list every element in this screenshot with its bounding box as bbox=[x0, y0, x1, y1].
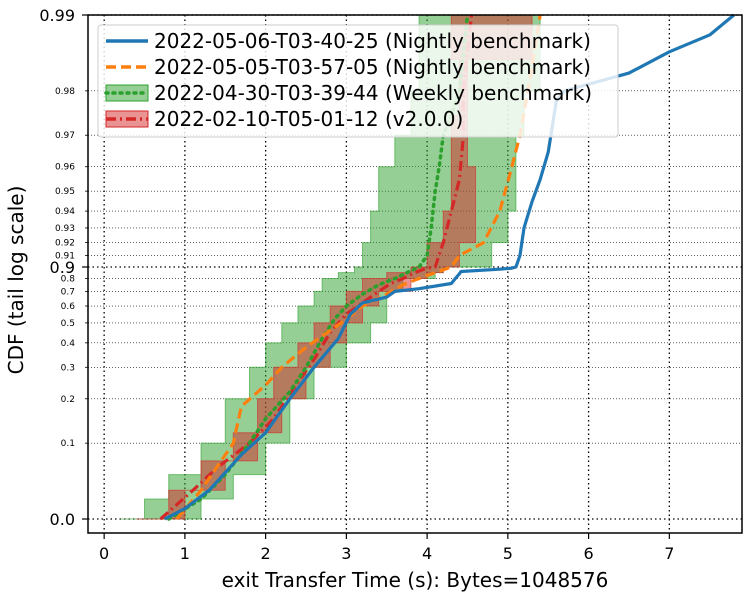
y-minor-tick-label: 0.5 bbox=[61, 319, 75, 329]
y-minor-tick-label: 0.92 bbox=[55, 239, 75, 249]
series-line-dotted bbox=[166, 13, 470, 521]
y-minor-tick-label: 0.95 bbox=[55, 187, 75, 197]
y-tick-label: 0.0 bbox=[50, 510, 75, 529]
y-minor-tick-label: 0.7 bbox=[61, 287, 75, 297]
y-minor-tick-label: 0.3 bbox=[61, 363, 75, 373]
legend-label: 2022-05-05-T03-57-05 (Nightly benchmark) bbox=[154, 55, 591, 79]
legend-box bbox=[97, 24, 619, 138]
series-line-dashed bbox=[175, 14, 542, 521]
y-axis-label: CDF (tail log scale) bbox=[4, 186, 28, 375]
y-minor-tick-label: 0.4 bbox=[61, 339, 76, 349]
y-minor-tick-label: 0.98 bbox=[55, 87, 75, 97]
y-minor-tick-label: 0.94 bbox=[55, 207, 75, 217]
y-minor-tick-label: 0.93 bbox=[55, 224, 75, 234]
series-line-dashdot bbox=[159, 14, 474, 521]
legend: 2022-05-06-T03-40-25 (Nightly benchmark)… bbox=[97, 24, 619, 138]
x-tick-label: 3 bbox=[341, 544, 351, 563]
y-minor-tick-label: 0.8 bbox=[61, 275, 76, 285]
x-tick-label: 6 bbox=[583, 544, 593, 563]
y-minor-tick-label: 0.2 bbox=[61, 395, 75, 405]
x-tick-label: 2 bbox=[261, 544, 271, 563]
legend-label: 2022-02-10-T05-01-12 (v2.0.0) bbox=[154, 107, 463, 131]
y-minor-tick-label: 0.1 bbox=[61, 439, 75, 449]
x-axis-ticks: 0 1 2 3 4 5 6 7 bbox=[99, 533, 674, 563]
y-minor-tick-label: 0.97 bbox=[55, 131, 75, 141]
x-tick-label: 7 bbox=[664, 544, 674, 563]
x-axis-label: exit Transfer Time (s): Bytes=1048576 bbox=[222, 568, 609, 592]
y-axis-ticks: 0.0 0.9 0.99 0.1 0.2 0.3 0.4 0.5 0.6 0.7 0.8 0.91 0.… bbox=[39, 6, 88, 529]
legend-label: 2022-04-30-T03-39-44 (Weekly benchmark) bbox=[154, 81, 592, 105]
x-tick-label: 1 bbox=[180, 544, 190, 563]
y-minor-tick-label: 0.96 bbox=[55, 163, 75, 173]
x-tick-label: 5 bbox=[503, 544, 513, 563]
x-tick-label: 0 bbox=[99, 544, 109, 563]
y-tick-label: 0.9 bbox=[50, 258, 75, 277]
x-tick-label: 4 bbox=[422, 544, 432, 563]
y-minor-tick-label: 0.6 bbox=[61, 302, 76, 312]
y-tick-label: 0.99 bbox=[39, 6, 75, 25]
legend-label: 2022-05-06-T03-40-25 (Nightly benchmark) bbox=[154, 29, 591, 53]
y-minor-tick-label: 0.91 bbox=[55, 251, 75, 261]
plot-frame bbox=[87, 14, 743, 534]
